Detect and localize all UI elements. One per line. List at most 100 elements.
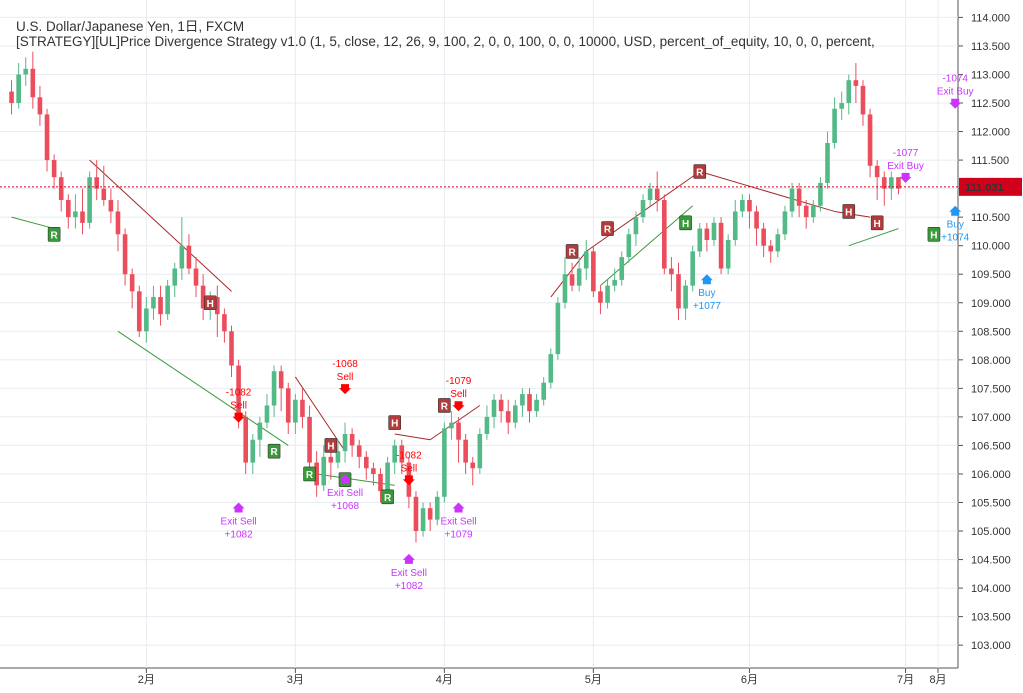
signal-label: Buy [947,220,964,231]
candle-body [853,80,859,86]
candle-body [236,365,241,417]
y-tick-label: 103.000 [971,640,1011,652]
divergence-marker-box [267,443,281,459]
candle-body [66,200,71,218]
signal-label: +1077 [693,301,722,312]
candle-body [803,205,809,218]
candle-body [364,456,369,469]
divergence-marker-box [388,415,401,430]
divergence-marker-label: R [696,168,704,179]
divergence-marker-box [679,215,692,231]
candle-body [23,68,29,75]
y-tick-label: 106.000 [971,469,1011,481]
candle-body [541,382,546,400]
candle-body [30,68,36,98]
signal-arrow-down-icon [402,475,415,486]
signal-label: +1079 [445,530,474,541]
candle-body [144,308,149,332]
signal-label: Sell [230,401,247,412]
candle-body [775,234,781,252]
signal-arrow-down-icon [339,384,352,395]
y-tick-label: 107.000 [971,412,1011,424]
candle-body [491,399,497,417]
divergence-marker-box [303,466,316,482]
y-tick-label: 110.000 [971,241,1010,253]
bullish-divergence-line [848,228,899,247]
signal-label: +1074 [941,233,970,244]
candle-body [569,274,575,286]
divergence-marker-box [927,226,941,242]
y-tick-label: 106.500 [971,440,1011,452]
x-tick-label: 4月 [436,674,453,686]
divergence-marker-label: R [384,493,392,504]
candle-body [285,388,291,423]
symbol-title: U.S. Dollar/Japanese Yen, 1日, FXCM [16,19,245,34]
divergence-marker-box [324,438,338,453]
divergence-marker-label: H [207,299,214,310]
y-tick-label: 109.500 [971,269,1011,281]
candle-body [640,200,646,218]
signal-arrow-down-icon [452,401,465,412]
bearish-divergence-line [394,433,431,441]
x-tick-label: 5月 [585,674,602,686]
bearish-divergence-line [89,159,232,292]
candle-body [619,257,625,280]
candle-body [229,331,234,366]
candle-body [222,314,227,332]
candle-body [271,371,277,406]
candle-body [484,416,490,435]
last-price-tag [959,177,1022,196]
candle-body [811,205,816,218]
divergence-marker-label: R [51,230,59,241]
candle-body [889,177,894,189]
signal-label: +1082 [225,530,254,541]
candle-body [307,416,312,463]
x-tick-label: 8月 [929,674,946,686]
candle-body [328,456,334,463]
candle-body [718,222,724,269]
signal-label: -1077 [893,148,919,159]
bullish-divergence-line [11,216,55,230]
candle-body [825,142,830,183]
candle-body [513,405,518,423]
signal-label: Exit Sell [440,517,476,528]
candle-body [860,85,866,115]
candle-body [413,496,419,532]
divergence-marker-label: H [391,419,398,430]
candle-body [420,508,426,532]
candle-body [122,234,128,275]
signal-label: -1068 [332,359,358,370]
candle-body [832,108,837,143]
candle-body [172,268,178,286]
candle-body [761,228,766,246]
candle-body [278,371,284,389]
signal-label: Exit Sell [327,488,363,499]
candle-body [115,211,121,235]
divergence-marker-label: H [874,219,881,230]
candle-body [562,274,568,303]
signal-label: Buy [698,288,715,299]
y-tick-label: 111.500 [971,155,1009,167]
signal-label: -1082 [226,388,252,399]
candle-body [108,200,114,212]
candle-body [591,251,596,292]
divergence-marker-box [381,489,394,505]
candle-body [683,285,688,309]
candle-body [796,188,802,206]
candle-body [534,399,539,412]
divergence-marker-box [842,204,856,219]
candle-body [548,354,554,383]
divergence-marker-box [693,164,707,179]
signal-arrow-up-icon [232,502,245,513]
signal-label: +1068 [331,501,360,512]
candle-body [151,297,156,309]
candle-body [612,279,617,286]
x-tick-label: 7月 [897,674,914,686]
candle-body [264,405,270,423]
strategy-title: [STRATEGY][UL]Price Divergence Strategy … [16,34,875,49]
candle-body [555,302,561,355]
candle-body [470,462,476,469]
signal-label: -1079 [446,376,472,387]
signal-label: Exit Buy [937,87,974,98]
